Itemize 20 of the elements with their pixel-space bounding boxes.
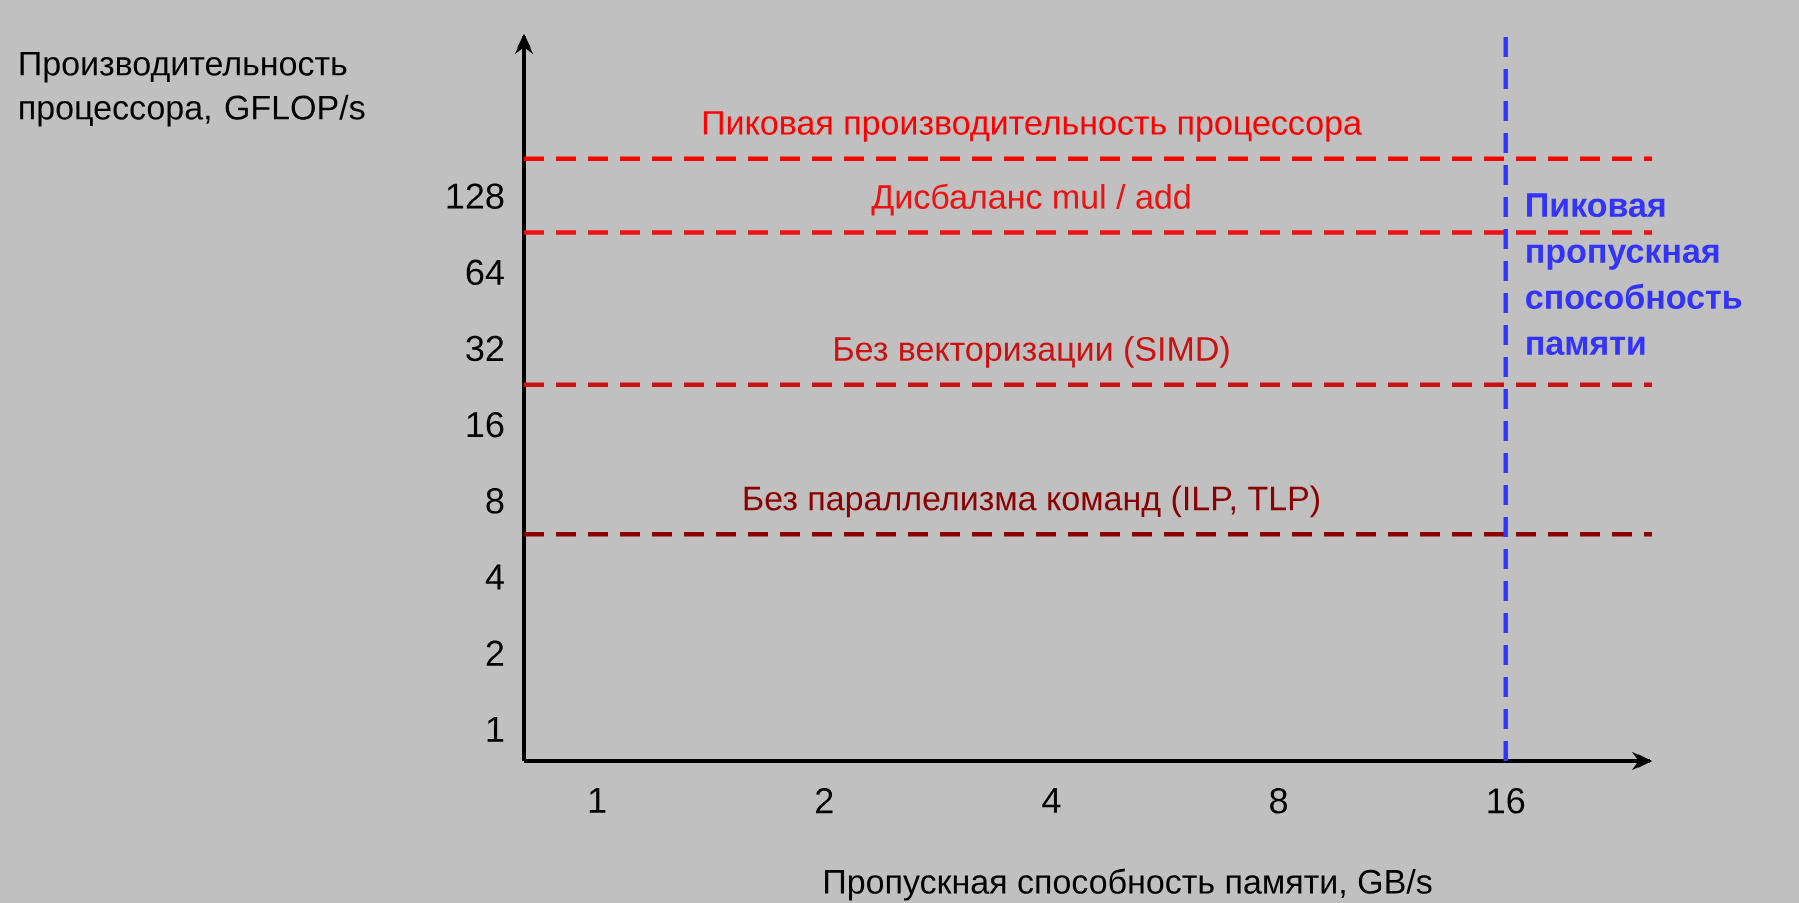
x-tick-label: 16 (1488, 788, 1525, 814)
y-tick-label: 1 (487, 716, 504, 742)
y-tick-label: 128 (447, 183, 504, 209)
x-axis-title: Пропускная способность памяти, GB/s (825, 868, 1432, 901)
y-tick-label: 64 (466, 259, 504, 286)
ref-line-label: Без векторизации (SIMD) (835, 336, 1229, 368)
x-tick-label: 4 (1042, 788, 1061, 813)
x-tick-label: 1 (589, 788, 606, 813)
ref-line-label: Без параллелизма команд (ILP, TLP) (744, 485, 1319, 518)
x-tick-label: 2 (816, 788, 833, 814)
ref-line-label: Пиковая производительность процессора (703, 111, 1362, 142)
x-tick-label: 8 (1270, 788, 1288, 814)
ref-line-label: Пиковая пропускная способность памяти (1526, 193, 1742, 356)
y-tick-label: 16 (467, 411, 504, 438)
y-tick-label: 4 (485, 564, 504, 590)
y-tick-label: 2 (486, 640, 504, 666)
ref-line-label: Дисбаланс mul / add (871, 183, 1190, 216)
y-axis-title: Производительность процессора, GFLOP/s (20, 51, 365, 127)
y-tick-label: 32 (466, 335, 504, 362)
y-tick-label: 8 (486, 488, 504, 514)
